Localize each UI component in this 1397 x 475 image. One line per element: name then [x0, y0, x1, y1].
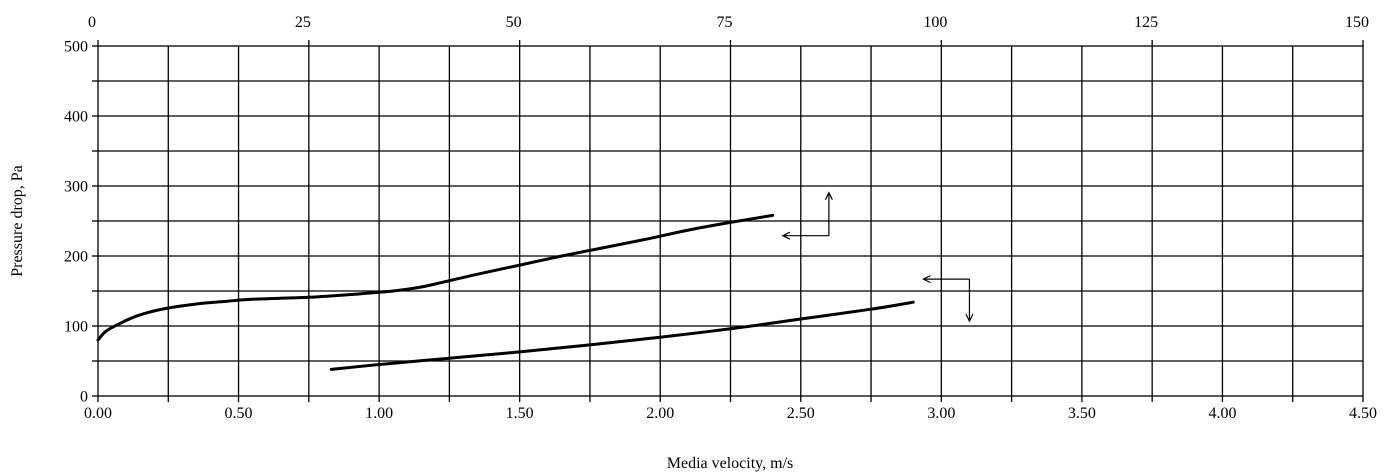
top-x-tick-label: 100	[923, 14, 947, 31]
arrow-head	[965, 313, 974, 323]
x-tick-label: 4.50	[1349, 405, 1377, 422]
x-tick-label: 0.50	[225, 405, 253, 422]
x-tick-label: 3.00	[927, 405, 955, 422]
y-tick-label: 200	[64, 249, 88, 266]
x-tick-label: 1.50	[506, 405, 534, 422]
series-lines	[96, 213, 915, 371]
series-line-1	[96, 213, 775, 342]
top-x-tick-label: 0	[88, 14, 96, 31]
x-tick-label: 0.00	[84, 405, 112, 422]
axis-pointer-arrow-2	[922, 275, 974, 323]
arrow-annotations	[781, 191, 974, 323]
series-line-2	[329, 300, 915, 371]
axis-ticks	[92, 40, 1364, 402]
top-x-tick-label: 50	[506, 14, 522, 31]
axis-pointer-arrow-1	[781, 191, 833, 240]
arrow-head	[781, 231, 791, 240]
y-tick-label: 400	[64, 109, 88, 126]
x-axis-title: Media velocity, m/s	[667, 455, 794, 472]
y-tick-label: 0	[80, 389, 88, 406]
top-x-tick-label: 75	[717, 14, 733, 31]
arrow-head	[922, 275, 931, 284]
x-tick-label: 4.00	[1208, 405, 1236, 422]
grid	[98, 46, 1363, 396]
y-tick-label: 100	[64, 319, 88, 336]
top-x-tick-label: 150	[1345, 14, 1369, 31]
y-tick-label: 500	[64, 39, 88, 56]
x-tick-label: 3.50	[1068, 405, 1096, 422]
y-tick-label: 300	[64, 179, 88, 196]
y-axis-title: Pressure drop, Pa	[9, 165, 26, 277]
top-x-tick-label: 25	[295, 14, 311, 31]
arrow-head	[824, 191, 833, 200]
x-tick-label: 2.00	[646, 405, 674, 422]
x-tick-label: 2.50	[787, 405, 815, 422]
top-x-tick-label: 125	[1134, 14, 1158, 31]
x-tick-label: 1.00	[365, 405, 393, 422]
